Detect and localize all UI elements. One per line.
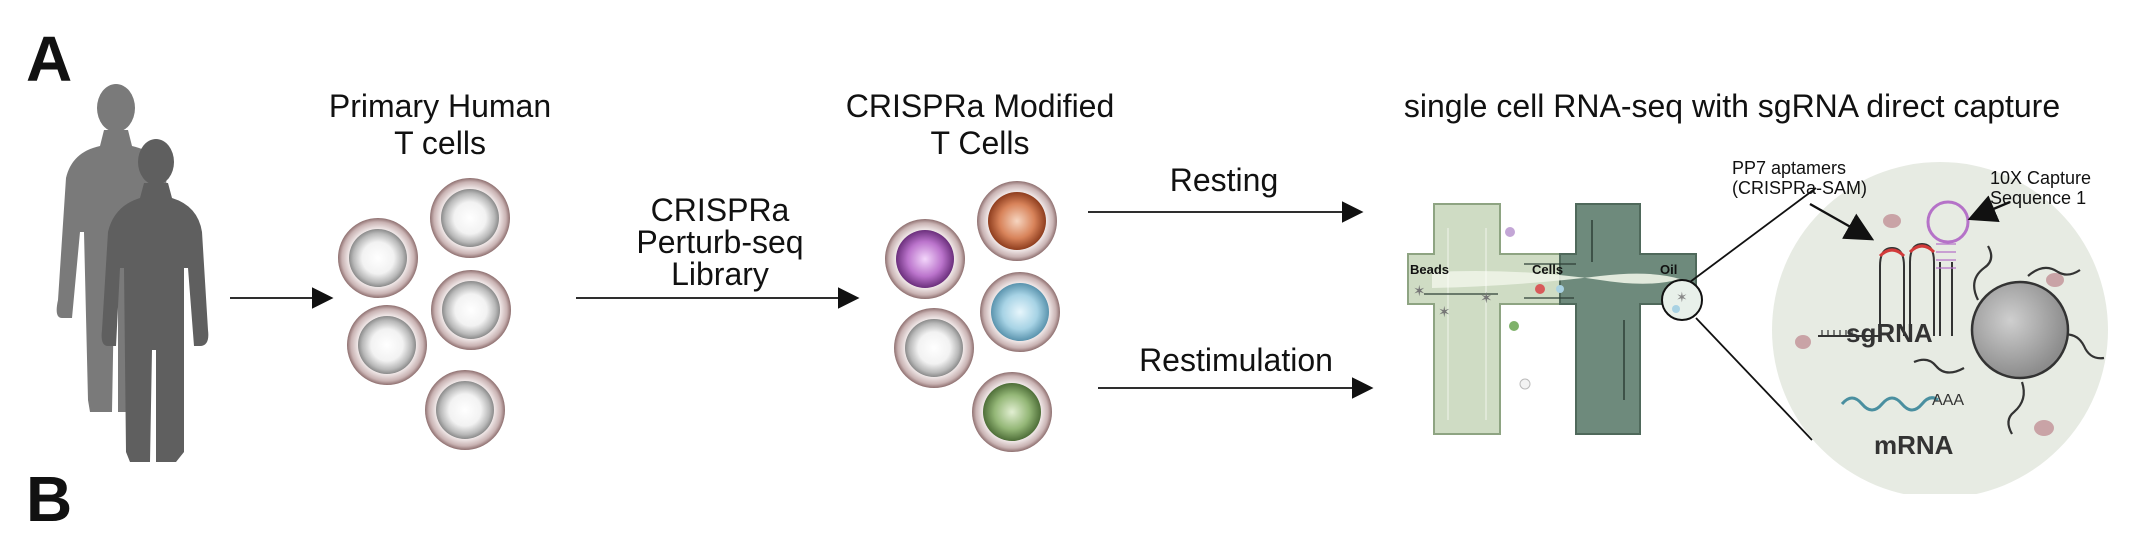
modified-t-cells [885,181,1060,452]
modified-cells-label: CRISPRa Modified T Cells [830,88,1130,162]
svg-text:✶: ✶ [1438,303,1451,321]
t-cell-white-5 [425,370,505,450]
capture-label-line2: Sequence 1 [1990,188,2091,208]
mrna-label: mRNA [1874,430,1953,461]
scrnaseq-title: single cell RNA-seq with sgRNA direct ca… [1362,88,2102,125]
workflow-diagram: ✶ ✶ ✶ ✶ [0,0,2134,494]
t-cell-white-3 [431,270,511,350]
svg-text:✶: ✶ [1480,289,1493,307]
primary-cells-label: Primary Human T cells [300,88,580,162]
polya-label: AAA [1932,392,1964,410]
t-cell-orange [977,181,1057,261]
t-cell-green [972,372,1052,452]
oil-label: Oil [1660,262,1677,277]
sgrna-label: sgRNA [1846,318,1933,349]
cells-label: Cells [1532,262,1563,277]
capture-sequence-label: 10X Capture Sequence 1 [1990,168,2091,208]
aptamers-label-line2: (CRISPRa-SAM) [1732,178,1867,198]
modified-cells-label-line2: T Cells [830,125,1130,162]
aptamers-label: PP7 aptamers (CRISPRa-SAM) [1732,158,1867,198]
primary-t-cells [338,178,511,450]
library-label-line3: Library [600,258,840,290]
t-cell-white-6 [894,308,974,388]
resting-label: Resting [1134,162,1314,199]
t-cell-purple [885,219,965,299]
library-label-line2: Perturb-seq [600,226,840,258]
modified-cells-label-line1: CRISPRa Modified [830,88,1130,125]
t-cell-white-2 [338,218,418,298]
microfluidic-chip: ✶ ✶ ✶ ✶ [1408,204,1702,434]
primary-cells-label-line2: T cells [300,125,580,162]
aptamers-label-line1: PP7 aptamers [1732,158,1867,178]
svg-text:✶: ✶ [1413,282,1426,300]
capture-label-line1: 10X Capture [1990,168,2091,188]
library-label: CRISPRa Perturb-seq Library [600,194,840,290]
library-label-line1: CRISPRa [600,194,840,226]
primary-cells-label-line1: Primary Human [300,88,580,125]
beads-label: Beads [1410,262,1449,277]
t-cell-blue [980,272,1060,352]
t-cell-white-1 [430,178,510,258]
svg-text:✶: ✶ [1676,290,1688,306]
t-cell-white-4 [347,305,427,385]
restimulation-label: Restimulation [1116,342,1356,379]
